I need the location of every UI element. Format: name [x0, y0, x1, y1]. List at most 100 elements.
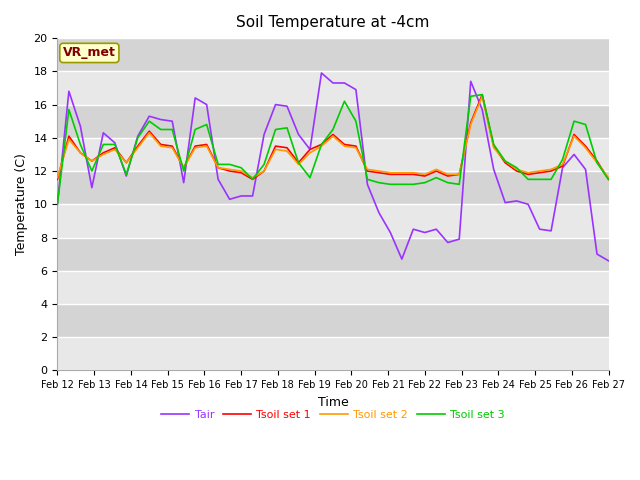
Tsoil set 2 [134, 145, 141, 151]
Bar [58, 304, 609, 337]
Tsoil set 2 [77, 150, 84, 156]
Tsoil set 2 [570, 133, 578, 139]
Tsoil set 3 [605, 177, 612, 182]
Tsoil set 1 [547, 168, 555, 174]
Tair [387, 229, 394, 235]
Tsoil set 3 [456, 181, 463, 187]
Tsoil set 3 [77, 142, 84, 147]
Tsoil set 1 [478, 92, 486, 97]
Tair [65, 88, 73, 94]
Tsoil set 1 [65, 133, 73, 139]
Tsoil set 1 [260, 168, 268, 174]
Tair [54, 202, 61, 207]
Tsoil set 3 [547, 177, 555, 182]
Tsoil set 2 [387, 170, 394, 176]
Tsoil set 3 [570, 118, 578, 124]
Tsoil set 3 [501, 158, 509, 164]
Tsoil set 2 [306, 150, 314, 156]
Tsoil set 3 [317, 142, 325, 147]
Tsoil set 1 [77, 150, 84, 156]
Bar [58, 238, 609, 271]
Tsoil set 2 [203, 143, 211, 149]
Tsoil set 2 [410, 170, 417, 176]
Tsoil set 3 [157, 127, 164, 132]
Tair [570, 152, 578, 157]
Tair [478, 107, 486, 112]
X-axis label: Time: Time [317, 396, 348, 408]
Tair [168, 118, 176, 124]
Tsoil set 3 [272, 127, 280, 132]
Legend: Tair, Tsoil set 1, Tsoil set 2, Tsoil set 3: Tair, Tsoil set 1, Tsoil set 2, Tsoil se… [157, 406, 509, 425]
Tsoil set 1 [421, 173, 429, 179]
Tsoil set 3 [306, 175, 314, 180]
Tsoil set 3 [387, 181, 394, 187]
Tair [77, 123, 84, 129]
Tsoil set 2 [294, 161, 302, 167]
Y-axis label: Temperature (C): Temperature (C) [15, 153, 28, 255]
Tsoil set 3 [421, 180, 429, 186]
Tsoil set 1 [306, 146, 314, 152]
Tsoil set 1 [570, 132, 578, 137]
Tsoil set 2 [547, 167, 555, 172]
Tsoil set 3 [490, 142, 497, 147]
Tair [283, 103, 291, 109]
Bar [58, 337, 609, 371]
Tair [329, 80, 337, 86]
Tsoil set 1 [88, 158, 96, 164]
Tsoil set 1 [317, 142, 325, 147]
Bar [58, 271, 609, 304]
Tsoil set 3 [180, 168, 188, 174]
Tsoil set 2 [559, 161, 566, 167]
Tsoil set 3 [134, 135, 141, 141]
Tsoil set 2 [65, 137, 73, 143]
Line: Tsoil set 3: Tsoil set 3 [58, 95, 609, 204]
Tsoil set 1 [111, 145, 118, 151]
Tair [398, 256, 406, 262]
Tsoil set 1 [294, 160, 302, 166]
Tsoil set 3 [122, 171, 130, 177]
Tsoil set 1 [375, 170, 383, 176]
Text: VR_met: VR_met [63, 47, 116, 60]
Tsoil set 3 [340, 98, 348, 104]
Tair [203, 102, 211, 108]
Tair [214, 177, 222, 182]
Tsoil set 1 [145, 128, 153, 134]
Tsoil set 3 [191, 127, 199, 132]
Tair [306, 146, 314, 152]
Tsoil set 1 [329, 132, 337, 137]
Tsoil set 1 [444, 173, 452, 179]
Tair [559, 165, 566, 170]
Tsoil set 2 [364, 167, 371, 172]
Tair [157, 117, 164, 122]
Bar [58, 204, 609, 238]
Tair [593, 251, 601, 257]
Tsoil set 1 [364, 168, 371, 174]
Tair [122, 173, 130, 179]
Tsoil set 2 [593, 160, 601, 166]
Tsoil set 3 [99, 142, 107, 147]
Tsoil set 2 [524, 170, 532, 176]
Tsoil set 3 [237, 165, 245, 170]
Tsoil set 1 [272, 143, 280, 149]
Tsoil set 2 [433, 167, 440, 172]
Tsoil set 3 [536, 177, 543, 182]
Tair [191, 95, 199, 101]
Tsoil set 1 [54, 177, 61, 182]
Tsoil set 3 [65, 107, 73, 112]
Tsoil set 1 [605, 177, 612, 182]
Tsoil set 3 [559, 156, 566, 162]
Tair [375, 210, 383, 216]
Tair [456, 236, 463, 242]
Tsoil set 1 [433, 168, 440, 174]
Bar [58, 38, 609, 72]
Tsoil set 2 [444, 171, 452, 177]
Tsoil set 3 [352, 118, 360, 124]
Tsoil set 2 [54, 175, 61, 180]
Tsoil set 2 [329, 133, 337, 139]
Tsoil set 2 [249, 175, 257, 180]
Tsoil set 2 [214, 165, 222, 170]
Tsoil set 1 [340, 142, 348, 147]
Tsoil set 3 [375, 180, 383, 186]
Tsoil set 1 [352, 143, 360, 149]
Tsoil set 2 [272, 146, 280, 152]
